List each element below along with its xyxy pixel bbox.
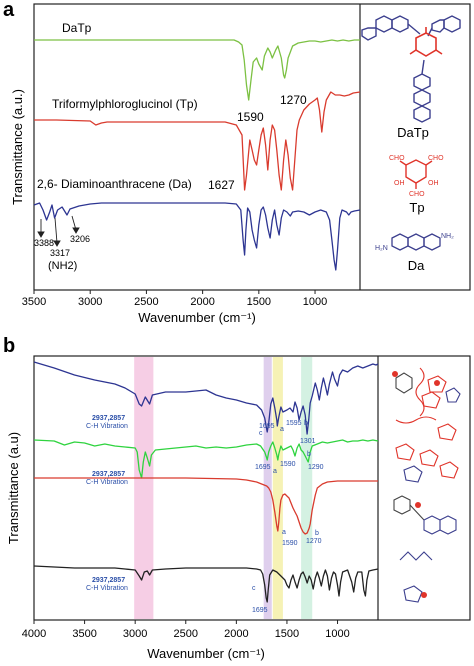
tp-structure (399, 159, 433, 189)
series-line-b-2 (34, 477, 378, 535)
da-structure (391, 233, 441, 251)
panel-a: 3500 3000 2500 2000 1500 1000 Wavenumber (cm⁻… (10, 3, 471, 325)
x-tick-label-a-3000: 3000 (78, 296, 102, 308)
x-tick-label-a-3500: 3500 (22, 296, 46, 308)
annotation-ch-b-sub: C-H Vibration (86, 479, 128, 486)
annotation-blue-b: b (304, 420, 308, 427)
da-group-h2n: H₂N (375, 245, 388, 252)
series-line-a-2 (33, 202, 361, 271)
tp-group-oh-left: OH (394, 180, 405, 187)
series-line-a-1 (34, 91, 361, 191)
datp-structure-label: DaTp (397, 125, 429, 140)
panel-b: 4000 3500 3000 2500 2000 1500 1000 Wavenumber … (6, 355, 471, 661)
legend-label-datp: DaTp (62, 21, 92, 35)
x-tick-label-b-3000: 3000 (123, 628, 147, 640)
annotation-green-b: b (307, 451, 311, 458)
annotation-black-1695: 1695 (252, 607, 268, 614)
annotation-ch-c: 2937,2857 (92, 577, 125, 584)
panel-label-b: b (3, 335, 15, 357)
annotation-red-b: b (315, 530, 319, 537)
annotation-blue-1595: 1595 (286, 420, 302, 427)
x-tick-label-b-2000: 2000 (224, 628, 248, 640)
legend-label-da: 2,6- Diaminoanthracene (Da) (37, 177, 192, 191)
annotation-arrows (37, 215, 80, 247)
x-tick-label-b-2500: 2500 (174, 628, 198, 640)
x-tick-label-b-3500: 3500 (72, 628, 96, 640)
panel-a-x-axis-title: Wavenumber (cm⁻¹) (138, 310, 256, 325)
series-line-b-1 (33, 439, 379, 479)
da-group-nh2: NH₂ (441, 233, 454, 240)
annotation-red-1590: 1590 (282, 540, 298, 547)
annotation-3388: 3388 (34, 238, 54, 248)
da-structure-label: Da (408, 258, 425, 273)
annotation-1270: 1270 (280, 93, 307, 107)
panel-b-x-axis-title: Wavenumber (cm⁻¹) (147, 646, 265, 661)
annotation-1590: 1590 (237, 110, 264, 124)
x-tick-label-b-4000: 4000 (22, 628, 46, 640)
schematic-bond-markers (392, 371, 440, 598)
tp-structure-label: Tp (409, 200, 424, 215)
x-tick-label-a-1000: 1000 (303, 296, 327, 308)
panel-b-frame (33, 355, 471, 621)
x-tick-label-a-2000: 2000 (190, 296, 214, 308)
annotation-green-1695: 1695 (255, 464, 271, 471)
annotation-red-1270: 1270 (306, 538, 322, 545)
series-line-b-0 (33, 361, 379, 435)
x-tick-label-b-1000: 1000 (325, 628, 349, 640)
panel-b-y-axis-title: Transmittance (a.u) (6, 432, 21, 544)
panel-a-y-axis-title: Transmittance (a.u.) (10, 89, 25, 205)
schematic-structures (393, 367, 461, 603)
annotation-blue-c: c (259, 430, 263, 437)
tp-group-cho-bottom: CHO (409, 191, 425, 198)
x-tick-label-a-2500: 2500 (134, 296, 158, 308)
annotation-blue-1695: 1695 (259, 423, 275, 430)
tp-group-cho-left: CHO (389, 155, 405, 162)
annotation-ch-b: 2937,2857 (92, 471, 125, 478)
x-tick-label-b-1500: 1500 (275, 628, 299, 640)
datp-structure (361, 15, 461, 123)
series-line-a-0 (34, 39, 360, 101)
panel-a-frame (33, 3, 471, 291)
datp-core (409, 27, 443, 57)
annotation-red-a: a (282, 529, 286, 536)
legend-label-tp: Triformylphloroglucinol (Tp) (52, 97, 198, 111)
tp-group-cho-right: CHO (428, 155, 444, 162)
annotation-ch-c-sub: C-H Vibration (86, 585, 128, 592)
annotation-blue-1301: 1301 (300, 438, 316, 445)
annotation-green-1590: 1590 (280, 461, 296, 468)
annotation-green-1290: 1290 (308, 464, 324, 471)
series-line-b-3 (33, 565, 379, 603)
highlight-band-b-3 (301, 357, 313, 619)
annotation-ch-a: 2937,2857 (92, 415, 125, 422)
highlight-band-b-0 (134, 357, 154, 619)
annotation-blue-a: a (280, 426, 284, 433)
x-tick-label-a-1500: 1500 (247, 296, 271, 308)
annotation-nh2: (NH2) (48, 260, 77, 272)
annotation-1627: 1627 (208, 178, 235, 192)
panel-label-a: a (3, 0, 15, 21)
highlight-band-b-1 (263, 357, 272, 619)
highlight-band-b-2 (272, 357, 283, 619)
annotation-green-a: a (273, 468, 277, 475)
annotation-black-c: c (252, 585, 256, 592)
annotation-3317: 3317 (50, 248, 70, 258)
annotation-ch-a-sub: C-H Vibration (86, 423, 128, 430)
tp-group-oh-right: OH (428, 180, 439, 187)
annotation-3206: 3206 (70, 234, 90, 244)
